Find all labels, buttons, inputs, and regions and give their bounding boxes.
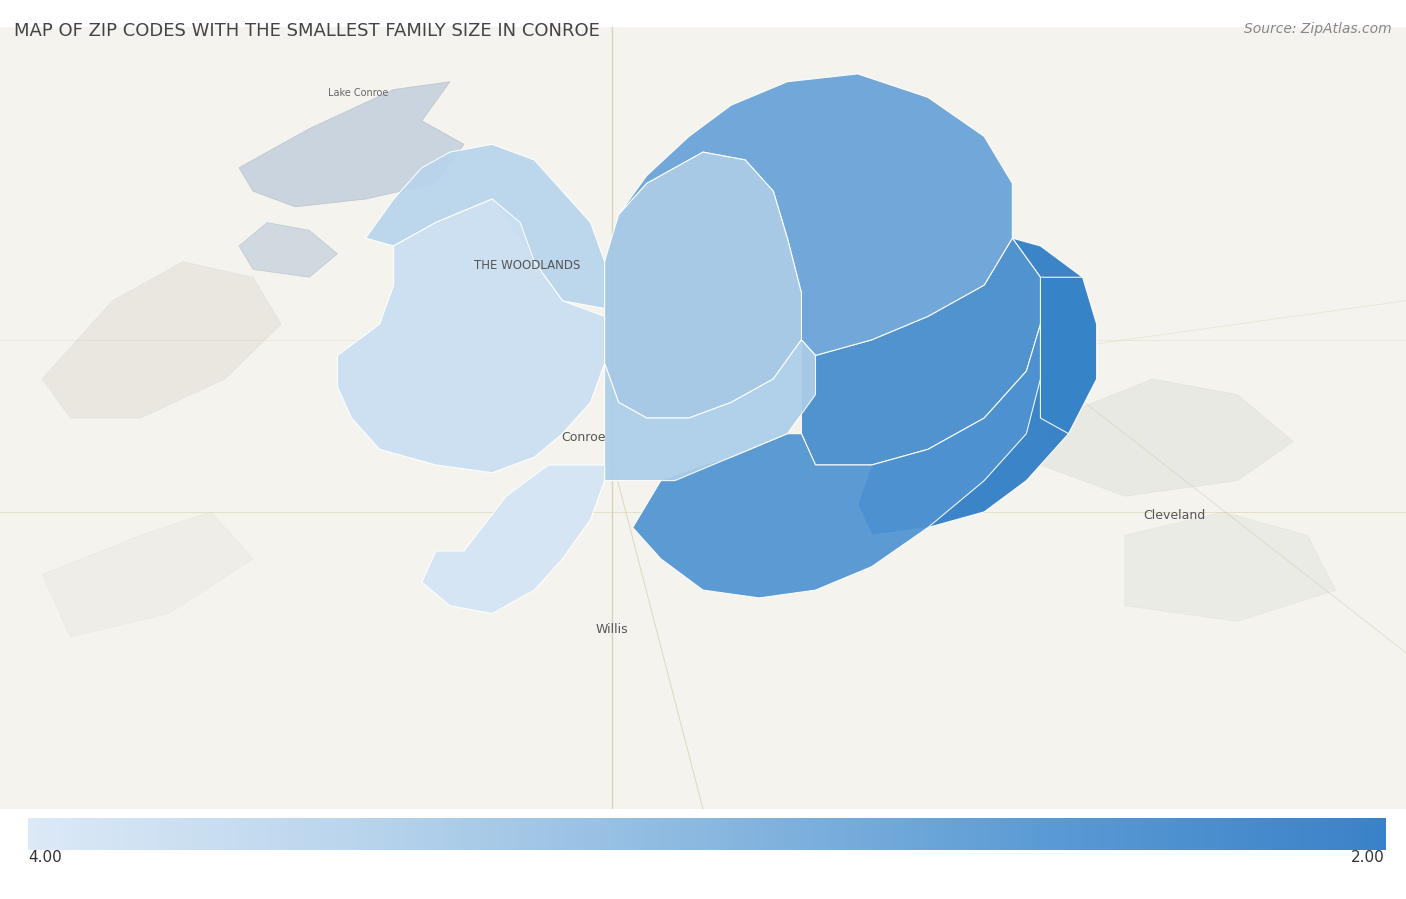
- Polygon shape: [801, 238, 1040, 465]
- Text: Willis: Willis: [595, 623, 628, 636]
- Polygon shape: [1040, 379, 1294, 496]
- Polygon shape: [605, 340, 815, 481]
- Polygon shape: [239, 223, 337, 277]
- Text: 4.00: 4.00: [28, 850, 62, 865]
- Polygon shape: [858, 238, 1097, 536]
- Polygon shape: [42, 512, 253, 637]
- Text: THE WOODLANDS: THE WOODLANDS: [474, 259, 581, 272]
- Text: 2.00: 2.00: [1351, 850, 1385, 865]
- Polygon shape: [619, 74, 1012, 355]
- Text: Cleveland: Cleveland: [1143, 510, 1205, 522]
- Polygon shape: [366, 145, 605, 308]
- Text: Conroe: Conroe: [561, 432, 606, 444]
- Polygon shape: [605, 152, 801, 418]
- Polygon shape: [42, 262, 281, 418]
- Polygon shape: [239, 82, 464, 207]
- Polygon shape: [1040, 277, 1097, 433]
- Polygon shape: [633, 325, 1040, 598]
- Text: Source: ZipAtlas.com: Source: ZipAtlas.com: [1244, 22, 1392, 37]
- Polygon shape: [422, 465, 605, 613]
- Text: MAP OF ZIP CODES WITH THE SMALLEST FAMILY SIZE IN CONROE: MAP OF ZIP CODES WITH THE SMALLEST FAMIL…: [14, 22, 600, 40]
- Polygon shape: [337, 199, 605, 473]
- Text: Lake Conroe: Lake Conroe: [329, 88, 388, 99]
- Polygon shape: [1125, 512, 1336, 621]
